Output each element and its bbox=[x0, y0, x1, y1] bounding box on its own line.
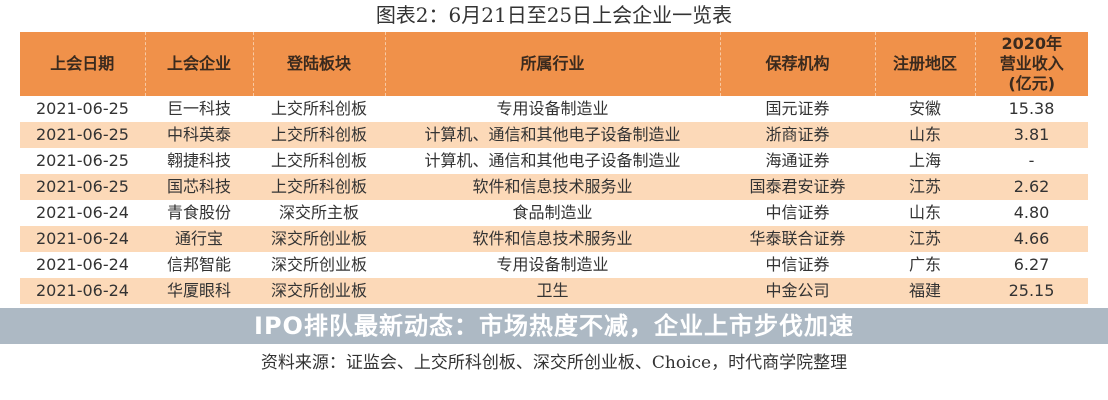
table-row: 2021-06-25 翱捷科技 上交所科创板 计算机、通信和其他电子设备制造业 海通证券… bbox=[20, 148, 1088, 174]
table-cell: 青食股份 bbox=[166, 203, 231, 222]
table-cell: 软件和信息技术服务业 bbox=[385, 226, 720, 252]
column-header: 上会企业 bbox=[145, 32, 254, 96]
column-header: 上会日期 bbox=[20, 32, 146, 96]
table-cell: 2021-06-25 bbox=[36, 151, 129, 170]
table-cell: 软件和信息技术服务业 bbox=[385, 174, 720, 200]
table-cell: - bbox=[1028, 151, 1035, 170]
table-cell: 2021-06-24 bbox=[36, 203, 129, 222]
table-cell: 4.80 bbox=[1013, 203, 1050, 222]
table-cell: 浙商证券 bbox=[720, 122, 875, 148]
table-cell: 海通证券 bbox=[765, 151, 830, 170]
table-cell: 深交所主板 bbox=[278, 203, 359, 222]
table-row: 2021-06-25 国芯科技 上交所科创板 软件和信息技术服务业 国泰君安证券 江苏 2.… bbox=[20, 174, 1088, 200]
table-cell: 2021-06-24 bbox=[36, 255, 129, 274]
table-cell: 2.62 bbox=[975, 174, 1088, 200]
source-note: 资料来源：证监会、上交所科创板、深交所创业板、Choice，时代商学院整理 bbox=[260, 353, 848, 373]
table-cell: 巨一科技 bbox=[166, 99, 231, 118]
column-header: 登陆板块 bbox=[253, 32, 386, 96]
table-cell: 2021-06-24 bbox=[20, 278, 145, 304]
table-cell: 2021-06-25 bbox=[20, 174, 145, 200]
table-row: 2021-06-24 信邦智能 深交所创业板 专用设备制造业 中信证券 广东 6.27 bbox=[20, 252, 1088, 278]
table-cell: 中金公司 bbox=[720, 278, 875, 304]
column-header: 2020年 营业收入 (亿元) bbox=[975, 32, 1088, 96]
table-cell: 3.81 bbox=[975, 122, 1088, 148]
table-cell: 中信证券 bbox=[765, 255, 830, 274]
table-cell: 山东 bbox=[875, 122, 975, 148]
table-cell: 深交所创业板 bbox=[253, 226, 385, 252]
table-cell: 25.15 bbox=[975, 278, 1088, 304]
table-cell: 2021-06-24 bbox=[20, 226, 145, 252]
table-cell: 中信证券 bbox=[765, 203, 830, 222]
table-cell: 上交所科创板 bbox=[253, 122, 385, 148]
table-cell: 上交所科创板 bbox=[253, 174, 385, 200]
table-cell: 翱捷科技 bbox=[166, 151, 231, 170]
table-cell: 国芯科技 bbox=[145, 174, 253, 200]
table-cell: 食品制造业 bbox=[512, 203, 593, 222]
table-cell: 上海 bbox=[908, 151, 941, 170]
table-cell: 2021-06-25 bbox=[20, 122, 145, 148]
table-cell: 华厦眼科 bbox=[145, 278, 253, 304]
table-cell: 江苏 bbox=[875, 174, 975, 200]
column-header: 所属行业 bbox=[385, 32, 721, 96]
table-header-row: 上会日期 上会企业 登陆板块 所属行业 保荐机构 注册地区 2020年 营业收入 (亿元) bbox=[20, 32, 1088, 96]
table-row: 2021-06-24 华厦眼科 深交所创业板 卫生 中金公司 福建 25.15 bbox=[20, 278, 1088, 304]
table-row: 2021-06-25 巨一科技 上交所科创板 专用设备制造业 国元证券 安徽 15.38 bbox=[20, 96, 1088, 122]
table-cell: 广东 bbox=[908, 255, 941, 274]
table-cell: 中科英泰 bbox=[145, 122, 253, 148]
table-cell: 专用设备制造业 bbox=[496, 99, 609, 118]
column-header: 注册地区 bbox=[875, 32, 976, 96]
table-cell: 华泰联合证券 bbox=[720, 226, 875, 252]
table-title: 图表2：6月21日至25日上会企业一览表 bbox=[375, 3, 733, 27]
headline-banner: IPO排队最新动态：市场热度不减，企业上市步伐加速 bbox=[0, 308, 1108, 344]
table-cell: 上交所科创板 bbox=[270, 151, 367, 170]
table-cell: 通行宝 bbox=[145, 226, 253, 252]
table-cell: 卫生 bbox=[385, 278, 720, 304]
table-cell: 6.27 bbox=[1013, 255, 1050, 274]
table-cell: 计算机、通信和其他电子设备制造业 bbox=[385, 122, 720, 148]
table-cell: 山东 bbox=[908, 203, 941, 222]
table-cell: 福建 bbox=[875, 278, 975, 304]
column-header: 保荐机构 bbox=[720, 32, 876, 96]
table-cell: 专用设备制造业 bbox=[496, 255, 609, 274]
table-cell: 安徽 bbox=[908, 99, 941, 118]
table-cell: 深交所创业板 bbox=[253, 278, 385, 304]
table-cell: 国元证券 bbox=[765, 99, 830, 118]
table-cell: 江苏 bbox=[875, 226, 975, 252]
table-row: 2021-06-24 通行宝 深交所创业板 软件和信息技术服务业 华泰联合证券 江苏 4.6… bbox=[20, 226, 1088, 252]
table-row: 2021-06-24 青食股份 深交所主板 食品制造业 中信证券 山东 4.80 bbox=[20, 200, 1088, 226]
headline-text: IPO排队最新动态：市场热度不减，企业上市步伐加速 bbox=[254, 312, 854, 340]
table-cell: 15.38 bbox=[1008, 99, 1055, 118]
table-cell: 深交所创业板 bbox=[270, 255, 367, 274]
table-row: 2021-06-25 中科英泰 上交所科创板 计算机、通信和其他电子设备制造业 浙商证券… bbox=[20, 122, 1088, 148]
table-cell: 上交所科创板 bbox=[270, 99, 367, 118]
table-cell: 国泰君安证券 bbox=[720, 174, 875, 200]
table-cell: 4.66 bbox=[975, 226, 1088, 252]
table-cell: 2021-06-25 bbox=[36, 99, 129, 118]
table-cell: 计算机、通信和其他电子设备制造业 bbox=[424, 151, 681, 170]
ipo-table: 上会日期 上会企业 登陆板块 所属行业 保荐机构 注册地区 2020年 营业收入 (亿元) … bbox=[20, 32, 1088, 304]
table-cell: 信邦智能 bbox=[166, 255, 231, 274]
